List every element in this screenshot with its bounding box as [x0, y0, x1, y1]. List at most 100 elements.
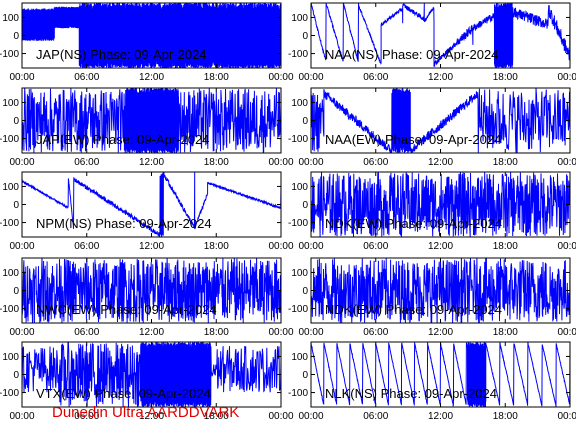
y-tick-label: 0	[302, 116, 308, 127]
x-tick-label: 12:00	[139, 411, 164, 422]
y-tick-label: -100	[0, 134, 19, 145]
y-tick-label: 100	[291, 268, 308, 279]
y-tick-label: 100	[2, 352, 19, 363]
y-tick-label: 0	[302, 370, 308, 381]
credit-label: Dunedin Ultra AARDDVARK	[52, 404, 240, 421]
x-tick-label: 00:00	[557, 157, 576, 168]
y-tick-label: 100	[291, 13, 308, 24]
x-tick-label: 00:00	[268, 241, 293, 252]
x-tick-label: 12:00	[139, 241, 164, 252]
footer: Dunedin Ultra AARDDVARK	[0, 404, 576, 424]
phase-panel: 1000-10000:0006:0012:0018:0000:00NDK(EW)…	[288, 257, 576, 338]
x-tick-label: 00:00	[9, 72, 34, 83]
x-tick-label: 00:00	[557, 411, 576, 422]
x-tick-label: 00:00	[557, 327, 576, 338]
x-tick-label: 18:00	[204, 241, 229, 252]
x-tick-label: 12:00	[428, 241, 453, 252]
x-tick-label: 00:00	[9, 327, 34, 338]
x-tick-label: 00:00	[268, 411, 293, 422]
y-tick-label: -100	[0, 49, 19, 60]
x-tick-label: 12:00	[139, 327, 164, 338]
x-tick-label: 12:00	[139, 157, 164, 168]
phase-panel: 1000-10000:0006:0012:0018:0000:00NLK(NS)…	[288, 341, 576, 422]
x-tick-label: 00:00	[557, 72, 576, 83]
x-tick-label: 12:00	[139, 72, 164, 83]
y-tick-label: 0	[302, 31, 308, 42]
x-tick-label: 06:00	[74, 157, 99, 168]
phase-series-line	[22, 342, 281, 407]
panel-caption: NLK(NS) Phase: 09-Apr-2024	[325, 386, 497, 401]
panel-caption: NDK(EW) Phase: 09-Apr-2024	[325, 216, 502, 231]
y-tick-label: -100	[0, 304, 19, 315]
x-tick-label: 00:00	[9, 241, 34, 252]
x-tick-label: 06:00	[74, 241, 99, 252]
y-tick-label: 100	[291, 98, 308, 109]
x-tick-label: 18:00	[493, 157, 518, 168]
y-tick-label: 100	[291, 352, 308, 363]
x-tick-label: 00:00	[9, 411, 34, 422]
x-tick-label: 00:00	[298, 327, 323, 338]
phase-panel: 1000-10000:0006:0012:0018:0000:00NAA(NS)…	[288, 2, 576, 83]
x-tick-label: 18:00	[204, 411, 229, 422]
phase-series-line	[311, 342, 570, 407]
x-tick-label: 00:00	[557, 241, 576, 252]
x-tick-label: 18:00	[204, 327, 229, 338]
panel-caption: NWC(EW) Phase: 09-Apr-2024	[36, 302, 217, 317]
y-tick-label: 0	[13, 370, 19, 381]
phase-series-line	[311, 88, 570, 153]
y-tick-label: 0	[302, 286, 308, 297]
y-tick-label: 100	[2, 182, 19, 193]
y-tick-label: 0	[13, 116, 19, 127]
panel-caption: NPM(NS) Phase: 09-Apr-2024	[36, 216, 212, 231]
y-tick-label: 100	[291, 182, 308, 193]
y-tick-label: -100	[0, 218, 19, 229]
x-tick-label: 00:00	[268, 72, 293, 83]
phase-series-line	[311, 3, 570, 68]
x-tick-label: 00:00	[298, 411, 323, 422]
x-tick-label: 18:00	[204, 157, 229, 168]
phase-series-line	[22, 88, 281, 153]
x-tick-label: 06:00	[74, 411, 99, 422]
phase-series-line	[22, 172, 281, 237]
panel-caption: NAA(NS) Phase: 09-Apr-2024	[325, 47, 498, 62]
y-tick-label: -100	[288, 218, 308, 229]
x-tick-label: 00:00	[298, 241, 323, 252]
x-tick-label: 12:00	[428, 411, 453, 422]
x-tick-label: 06:00	[74, 327, 99, 338]
phase-panel: 1000-10000:0006:0012:0018:0000:00NDK(EW)…	[288, 171, 576, 252]
x-tick-label: 06:00	[363, 411, 388, 422]
y-tick-label: -100	[288, 304, 308, 315]
y-tick-label: -100	[0, 388, 19, 399]
y-tick-label: 100	[2, 98, 19, 109]
panel-caption: VTX(EW) Phase: 09-Apr-2024	[36, 386, 211, 401]
x-tick-label: 06:00	[363, 327, 388, 338]
x-tick-label: 00:00	[9, 157, 34, 168]
x-tick-label: 00:00	[268, 157, 293, 168]
x-tick-label: 18:00	[493, 241, 518, 252]
x-tick-label: 00:00	[268, 327, 293, 338]
phase-series-line	[311, 172, 570, 237]
x-tick-label: 18:00	[493, 327, 518, 338]
x-tick-label: 06:00	[363, 241, 388, 252]
y-tick-label: -100	[288, 388, 308, 399]
y-tick-label: 0	[13, 200, 19, 211]
phase-series-line	[22, 258, 281, 323]
x-tick-label: 00:00	[298, 157, 323, 168]
panel-caption: JAP(EW) Phase: 09-Apr-2024	[36, 132, 209, 147]
y-tick-label: 0	[13, 286, 19, 297]
y-tick-label: 100	[2, 13, 19, 24]
panel-caption: JAP(NS) Phase: 09-Apr-2024	[36, 47, 207, 62]
x-tick-label: 12:00	[428, 72, 453, 83]
y-tick-label: -100	[288, 49, 308, 60]
y-tick-label: 100	[2, 268, 19, 279]
phase-panel: 1000-10000:0006:0012:0018:0000:00NAA(EW)…	[288, 87, 576, 168]
x-tick-label: 00:00	[298, 72, 323, 83]
x-tick-label: 18:00	[204, 72, 229, 83]
x-tick-label: 18:00	[493, 411, 518, 422]
